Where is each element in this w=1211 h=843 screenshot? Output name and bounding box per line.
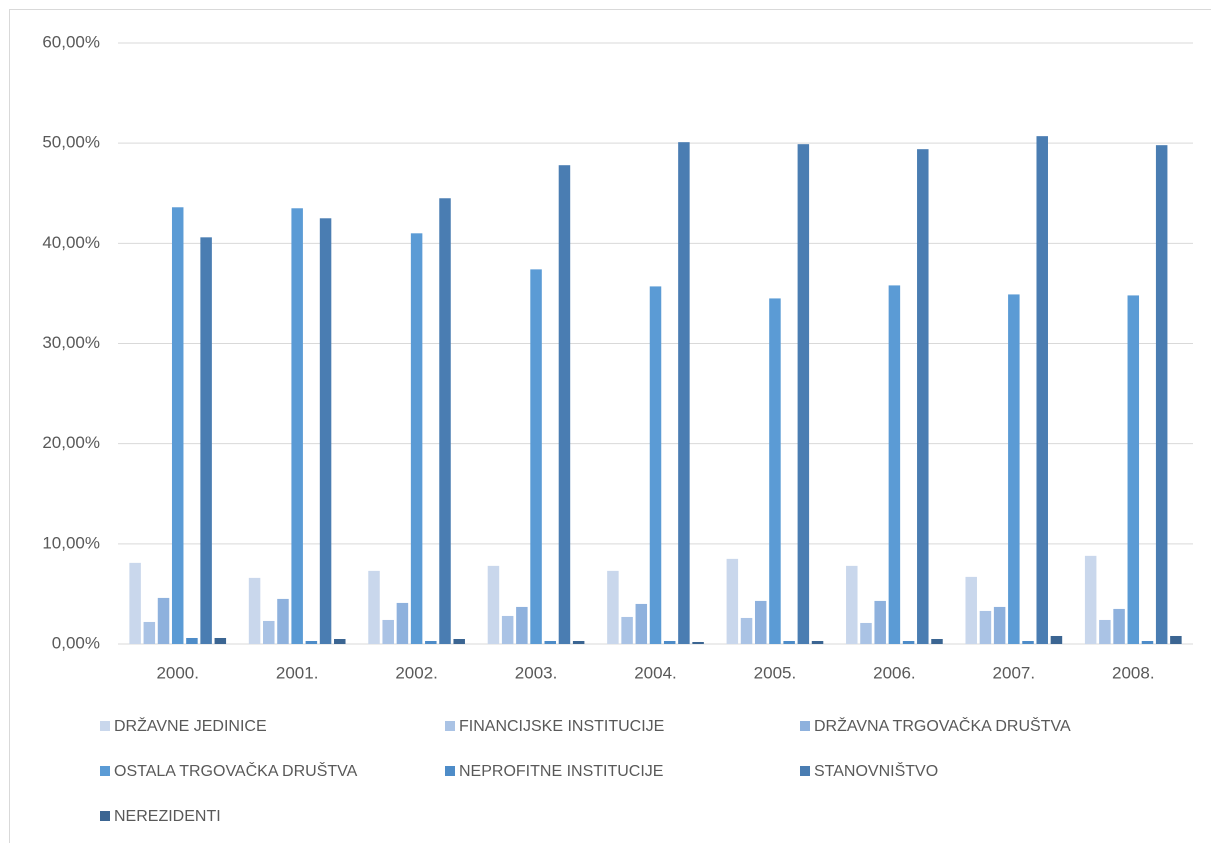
y-tick-label: 60,00% <box>42 32 100 51</box>
x-tick-label: 2000. <box>156 663 199 682</box>
bar <box>993 606 1006 644</box>
bar <box>558 165 571 644</box>
bar <box>663 640 676 644</box>
bar <box>305 640 318 644</box>
bar <box>171 207 184 645</box>
bar <box>965 576 977 644</box>
legend-label: DRŽAVNE JEDINICE <box>114 716 267 735</box>
bar <box>678 142 690 645</box>
bar <box>487 565 500 644</box>
legend-label: OSTALA TRGOVAČKA DRUŠTVA <box>114 761 358 780</box>
bar <box>263 620 275 644</box>
bar <box>874 600 886 644</box>
bar <box>783 640 795 644</box>
x-tick-label: 2002. <box>395 663 438 682</box>
legend-swatch <box>800 721 810 731</box>
legend-swatch <box>800 766 810 776</box>
bar <box>692 641 704 644</box>
bar <box>453 638 465 644</box>
bar <box>1050 635 1063 644</box>
bar <box>979 610 992 644</box>
bar <box>1036 136 1048 644</box>
y-tick-label: 10,00% <box>42 533 100 552</box>
bar <box>1022 640 1034 644</box>
bar <box>291 208 303 644</box>
bar <box>439 198 451 644</box>
legend-label: FINANCIJSKE INSTITUCIJE <box>459 718 664 735</box>
bar <box>186 637 198 644</box>
bar <box>200 237 212 644</box>
bar <box>1155 145 1168 645</box>
bar <box>544 640 557 644</box>
bar <box>726 558 739 644</box>
bar <box>368 570 380 644</box>
bar <box>902 640 915 644</box>
y-tick-label: 20,00% <box>42 433 100 452</box>
bar <box>769 298 781 644</box>
chart-border <box>9 9 1211 843</box>
bar <box>248 577 261 644</box>
bar <box>277 598 289 644</box>
y-tick-label: 40,00% <box>42 233 100 252</box>
bar <box>319 218 332 644</box>
bar <box>382 619 394 644</box>
bar <box>1113 608 1125 644</box>
bar <box>1141 640 1154 644</box>
bar <box>1008 294 1020 644</box>
legend-swatch <box>100 811 110 821</box>
bar <box>129 562 141 644</box>
bar <box>846 565 858 644</box>
bar <box>1170 635 1182 644</box>
bar <box>214 637 227 644</box>
bar <box>157 597 170 644</box>
bar <box>501 615 514 644</box>
bar <box>811 640 824 644</box>
legend-label: DRŽAVNA TRGOVAČKA DRUŠTVA <box>814 716 1071 735</box>
x-tick-label: 2005. <box>754 663 797 682</box>
x-tick-label: 2008. <box>1112 663 1155 682</box>
bar <box>143 621 156 644</box>
bar <box>754 600 767 644</box>
bar <box>649 286 662 644</box>
x-tick-label: 2001. <box>276 663 319 682</box>
bar <box>797 144 810 644</box>
bar <box>572 640 585 644</box>
bar <box>917 149 929 644</box>
bar <box>516 606 528 644</box>
bar <box>1084 555 1097 644</box>
bar <box>621 616 633 644</box>
bar <box>1099 619 1111 644</box>
bar <box>931 638 943 644</box>
bar <box>396 602 409 644</box>
x-tick-label: 2003. <box>515 663 558 682</box>
bar <box>1127 295 1140 644</box>
bar <box>888 285 901 644</box>
legend-swatch <box>445 766 455 776</box>
legend-label: NEREZIDENTI <box>114 808 221 825</box>
bar <box>740 617 753 644</box>
bar <box>635 603 648 644</box>
legend-label: STANOVNIŠTVO <box>814 761 938 780</box>
y-tick-label: 30,00% <box>42 333 100 352</box>
legend-swatch <box>100 766 110 776</box>
legend-label: NEPROFITNE INSTITUCIJE <box>459 763 663 780</box>
bar <box>860 622 872 644</box>
x-tick-label: 2006. <box>873 663 916 682</box>
x-tick-label: 2004. <box>634 663 677 682</box>
legend-swatch <box>445 721 455 731</box>
bar <box>607 570 619 644</box>
bar <box>410 233 423 645</box>
bar <box>334 638 346 644</box>
y-tick-label: 50,00% <box>42 133 100 152</box>
x-tick-label: 2007. <box>993 663 1036 682</box>
bar <box>530 269 542 644</box>
bar <box>425 640 437 644</box>
y-tick-label: 0,00% <box>52 633 100 652</box>
legend-swatch <box>100 721 110 731</box>
